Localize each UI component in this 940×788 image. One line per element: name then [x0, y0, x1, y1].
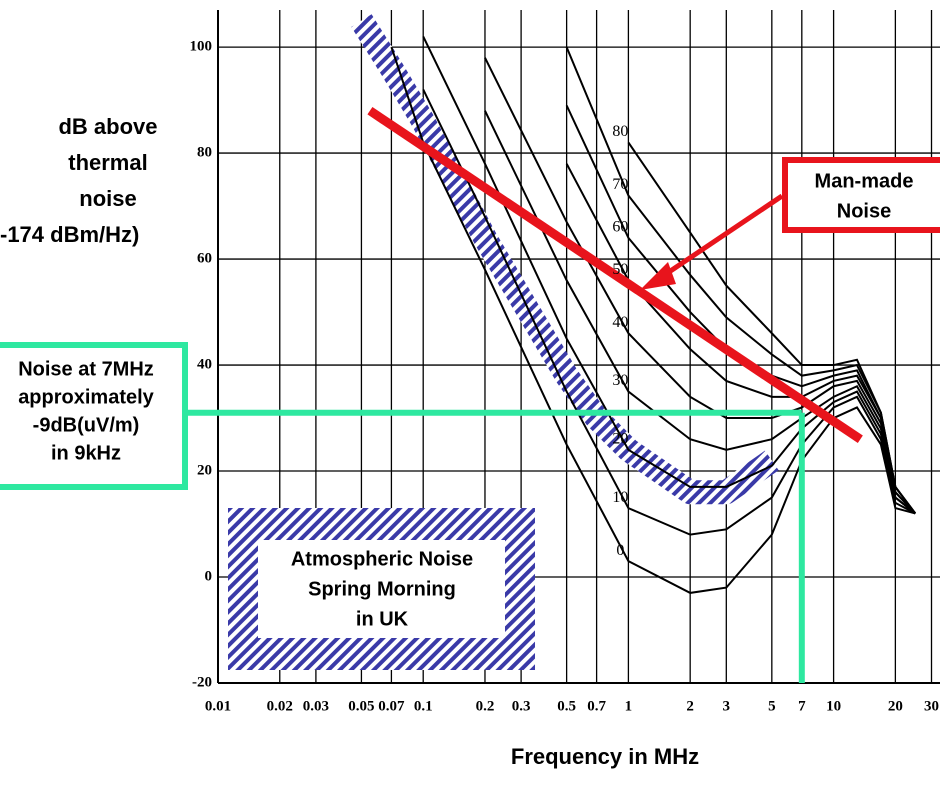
x-tick-label: 10 [826, 698, 841, 714]
x-tick-label: 5 [768, 698, 776, 714]
x-tick-label: 0.3 [512, 698, 531, 714]
x-tick-label: 0.01 [205, 698, 231, 714]
x-tick-label: 2 [686, 698, 694, 714]
annotation-text: approximately [18, 386, 154, 408]
noise-curve [627, 141, 917, 515]
y-tick-label: 80 [197, 145, 212, 161]
x-tick-label: 0.2 [476, 698, 495, 714]
x-tick-label: 0.1 [414, 698, 433, 714]
noise-curve [422, 36, 916, 515]
x-tick-label: 0.05 [348, 698, 374, 714]
annotation-text: -9dB(uV/m) [33, 414, 140, 436]
x-tick-label: 0.07 [378, 698, 405, 714]
noise-curve [390, 46, 916, 594]
x-tick-label: 0.7 [587, 698, 606, 714]
x-tick-label: 30 [924, 698, 939, 714]
y-tick-label: -20 [192, 674, 212, 690]
curve-label: 30 [612, 372, 628, 389]
x-tick-label: 0.02 [267, 698, 293, 714]
arrow-shaft [658, 193, 784, 281]
atmospheric-box-inner [258, 540, 505, 638]
y-tick-label: 60 [197, 251, 212, 267]
y-axis-label: -174 dBm/Hz) [0, 222, 139, 247]
x-tick-label: 20 [888, 698, 903, 714]
curve-label: 40 [612, 314, 628, 331]
y-tick-label: 100 [190, 39, 213, 55]
annotation-text: Spring Morning [308, 578, 456, 600]
curve-label: 70 [612, 176, 628, 193]
x-tick-label: 1 [625, 698, 633, 714]
curve-label: 10 [612, 489, 628, 506]
curve-label: 20 [612, 431, 628, 448]
x-tick-label: 3 [723, 698, 731, 714]
man-made-box [782, 157, 940, 233]
annotation-text: Noise [837, 200, 891, 222]
curve-label: 80 [612, 123, 628, 140]
x-tick-label: 7 [798, 698, 806, 714]
y-axis-label: dB above [58, 114, 157, 139]
noise-curve [422, 89, 916, 536]
noise-curve [484, 110, 916, 515]
annotation-text: in UK [356, 608, 409, 630]
x-tick-label: 0.5 [557, 698, 576, 714]
curve-label: 60 [612, 219, 628, 236]
y-axis-label: thermal [68, 150, 147, 175]
y-tick-label: 20 [197, 462, 212, 478]
y-tick-label: 0 [205, 568, 213, 584]
man-made-line [367, 106, 863, 443]
annotation-text: Man-made [815, 170, 914, 192]
annotation-text: in 9kHz [51, 442, 121, 464]
arrow-head [640, 262, 676, 290]
y-tick-label: 40 [197, 356, 212, 372]
annotation-text: Noise at 7MHz [18, 358, 154, 380]
y-axis-label: noise [79, 186, 136, 211]
curve-label: 0 [616, 542, 624, 559]
x-axis-label: Frequency in MHz [511, 744, 699, 769]
annotation-text: Atmospheric Noise [291, 548, 473, 570]
marker-box [0, 342, 188, 490]
curve-label: 50 [612, 261, 628, 278]
x-tick-label: 0.03 [303, 698, 329, 714]
